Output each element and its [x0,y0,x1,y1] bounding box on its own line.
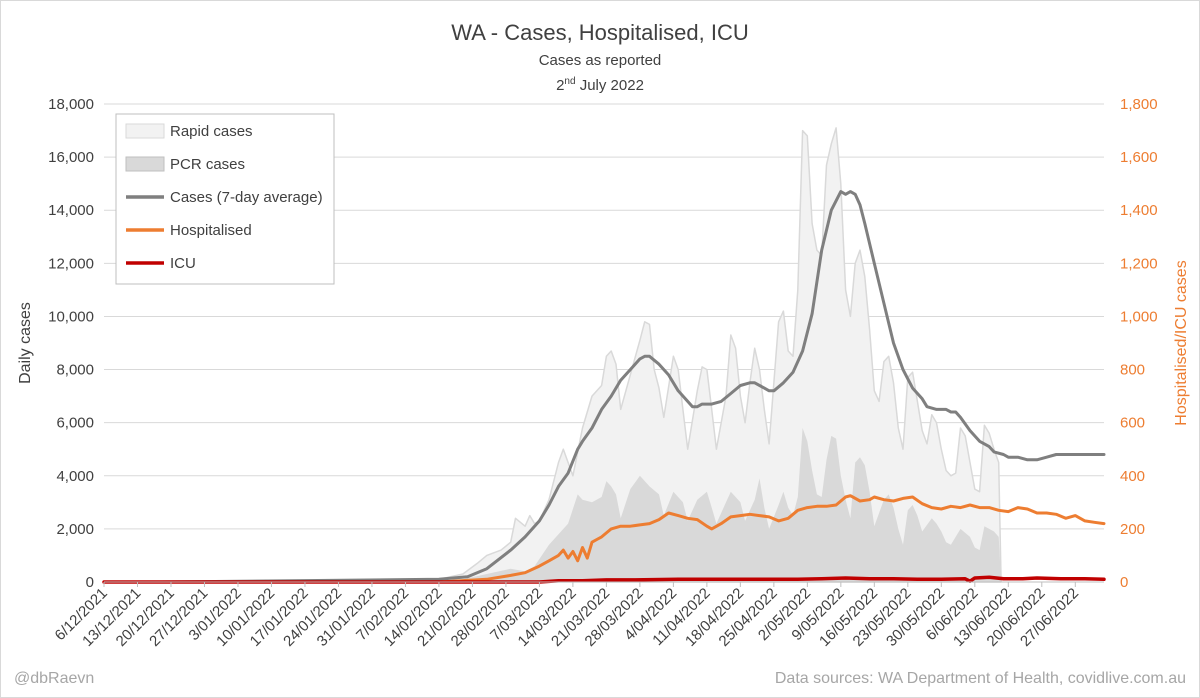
chart-subtitle: Cases as reported [538,52,662,69]
y2-tick-label: 1,400 [1120,202,1158,219]
y2-tick-label: 1,800 [1120,96,1158,113]
y-tick-label: 0 [86,574,94,591]
y2-tick-label: 1,600 [1120,149,1158,166]
y-tick-label: 12,000 [48,255,94,272]
chart-date: 2nd July 2022 [0,76,1200,94]
y-tick-label: 16,000 [48,149,94,166]
legend-label-icu: ICU [170,255,196,272]
legend-swatch-pcr-cases [125,156,165,172]
y2-tick-label: 800 [1120,362,1145,379]
chart-title: WA - Cases, Hospitalised, ICU [451,20,749,45]
y2-tick-label: 200 [1120,521,1145,538]
legend-label-pcr-cases: PCR cases [170,156,245,173]
y-tick-label: 2,000 [56,521,94,538]
y-tick-label: 14,000 [48,202,94,219]
legend-box [115,113,335,285]
series-cases-7-day-average [159,190,1106,584]
date-suffix: nd [564,76,576,87]
y2-tick-label: 600 [1120,415,1145,432]
series-pcr-cases [104,428,1002,582]
y-tick-label: 4,000 [56,468,94,485]
y-tick-label: 10,000 [48,308,94,325]
series-rapid-cases [103,127,1002,583]
data-sources: Data sources: WA Department of Health, c… [774,670,1186,687]
legend-label-rapid-cases: Rapid cases [170,123,253,140]
legend-label-cases-7-day-average: Cases (7-day average) [170,189,323,206]
y2-tick-label: 400 [1120,468,1145,485]
legend-swatch-rapid-cases [125,123,165,139]
y2-tick-label: 1,200 [1120,255,1158,272]
author-credit: @dbRaevn [14,670,95,687]
y-tick-label: 18,000 [48,96,94,113]
line-series [102,190,1106,584]
y-tick-label: 6,000 [56,415,94,432]
y2-axis-title: Hospitalised/ICU cases [1173,260,1190,425]
y2-tick-label: 1,000 [1120,308,1158,325]
legend: Rapid cases PCR cases Cases (7-day average… [115,113,335,285]
y-axis-title: Daily cases [17,302,34,384]
date-day: 2 [556,77,565,94]
legend-label-hospitalised: Hospitalised [170,222,252,239]
y-tick-label: 8,000 [56,362,94,379]
y2-tick-label: 0 [1120,574,1128,591]
series-hospitalised [102,494,1106,584]
date-rest: July 2022 [575,77,644,94]
area-series [103,127,1002,583]
series-icu [102,575,1106,584]
